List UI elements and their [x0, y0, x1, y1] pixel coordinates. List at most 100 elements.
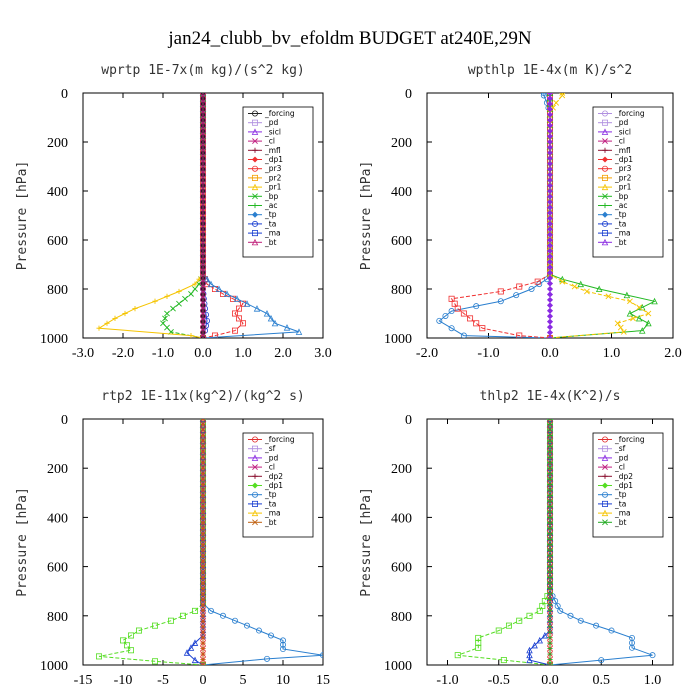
legend-marker [601, 211, 609, 218]
data-point-tp [460, 332, 467, 338]
data-point-bt [200, 482, 206, 488]
y-tick-label: 800 [47, 610, 68, 625]
data-point-dp1 [500, 657, 507, 664]
data-point-bt [200, 656, 206, 663]
legend-marker [251, 445, 258, 452]
data-point-bt [547, 607, 553, 613]
legend-marker [251, 220, 258, 227]
data-point-tp [267, 632, 274, 639]
x-tick-label: -2.0 [112, 346, 134, 361]
x-tick-label: -3.0 [72, 346, 94, 361]
legend-marker [602, 119, 609, 126]
legend-label: _dp1 [614, 481, 633, 490]
y-tick-label: 1000 [384, 332, 412, 347]
legend-label: _sf [264, 444, 276, 453]
data-point-bt [547, 651, 553, 657]
data-point-tp [267, 314, 275, 322]
data-point-bt [200, 662, 206, 665]
data-point-tp [295, 328, 303, 335]
legend-label: _ta [264, 219, 276, 228]
legend-label: _sf [614, 444, 626, 453]
data-point-bt [546, 285, 554, 293]
legend-marker [251, 238, 259, 246]
data-point-bt [200, 525, 206, 531]
data-point-pr1 [122, 310, 128, 317]
y-tick-label: 400 [47, 511, 68, 526]
chart-panel-4: thlp2 1E-4x(K^2)/s Pressure [hPa] -1.0 -0.5… [359, 389, 674, 688]
legend-label: _dp2 [614, 472, 633, 481]
data-point-bt [200, 596, 206, 602]
data-point-pr1 [176, 288, 182, 295]
x-tick-label: 0.5 [593, 673, 611, 688]
data-point-ac [182, 295, 188, 302]
legend: _forcing_sf_pd_cl_dp2_dp1_tp_ta_ma_bt [242, 432, 314, 538]
data-point-pr1 [614, 320, 621, 327]
legend-label: _cl [264, 463, 275, 472]
data-point-bt [547, 520, 553, 526]
data-point-tp [279, 637, 286, 644]
legend-label: _dp2 [264, 472, 283, 481]
legend-label: _tp [264, 210, 277, 219]
data-point-forcing [200, 662, 206, 665]
data-point-bt [547, 460, 553, 466]
x-tick-label: -0.5 [488, 673, 510, 688]
data-point-bt [547, 635, 553, 641]
legend-label: _forcing [264, 435, 295, 444]
data-point-bt [200, 492, 206, 499]
data-point-bt [547, 564, 553, 570]
data-point-tp [263, 310, 271, 317]
data-point-bt [547, 509, 553, 515]
data-point-bt [546, 247, 554, 254]
data-point-tp [207, 280, 215, 288]
data-point-bt [546, 155, 554, 162]
data-point-tp [497, 298, 504, 305]
data-point-dp1 [124, 642, 131, 649]
series-group [436, 93, 658, 338]
data-point-bt [546, 106, 554, 113]
data-point-bt [547, 471, 553, 477]
data-point-bt [546, 324, 554, 331]
legend-label: _bp [264, 192, 279, 201]
legend-label: _ta [614, 219, 626, 228]
data-point-pr3 [448, 295, 455, 302]
data-point-pr3 [454, 305, 461, 312]
legend-marker [601, 482, 609, 489]
data-point-bt [546, 291, 554, 298]
y-axis-label: Pressure [hPa] [15, 487, 30, 597]
panel-title: thlp2 1E-4x(K^2)/s [480, 389, 621, 404]
legend-label: _pr1 [614, 183, 632, 192]
data-point-bt [546, 280, 554, 287]
data-point-dp1 [151, 658, 158, 665]
data-point-pr1 [645, 310, 652, 317]
legend-marker [252, 138, 258, 145]
data-point-pr3 [460, 310, 467, 317]
panel-title: wprtp 1E-7x(m kg)/(s^2 kg) [101, 63, 305, 78]
data-point-bt [200, 613, 206, 619]
data-point-bt [200, 460, 206, 466]
data-point-ta [191, 656, 199, 664]
series-group [96, 419, 323, 665]
y-tick-label: 1000 [40, 659, 68, 674]
data-point-bt [546, 133, 554, 140]
data-point-bt [547, 542, 553, 548]
legend: _forcing_pd_sicl_cl_mfl_dp1_pr3_pr2_pr1_… [242, 106, 314, 258]
data-point-ta [526, 646, 533, 654]
legend-label: _ta [614, 499, 626, 508]
data-point-dp1 [191, 607, 198, 614]
data-point-bt [546, 182, 554, 189]
y-axis-label: Pressure [hPa] [15, 161, 30, 271]
data-point-dp1 [96, 653, 103, 660]
y-axis-label: Pressure [hPa] [359, 161, 374, 271]
legend-marker [252, 473, 258, 479]
data-point-ta [183, 649, 191, 656]
legend-label: _bt [614, 238, 627, 247]
legend: _forcing_pd_sicl_cl_mfl_dp1_pr3_pr2_pr1_… [592, 106, 664, 258]
data-point-bt [547, 569, 553, 575]
data-point-bt [546, 117, 554, 124]
data-point-dp1 [541, 598, 548, 605]
y-tick-label: 800 [391, 283, 412, 298]
series-line-dp1 [98, 419, 204, 665]
data-point-tp [649, 652, 656, 659]
data-point-ac [639, 327, 646, 334]
legend-marker [601, 156, 609, 163]
